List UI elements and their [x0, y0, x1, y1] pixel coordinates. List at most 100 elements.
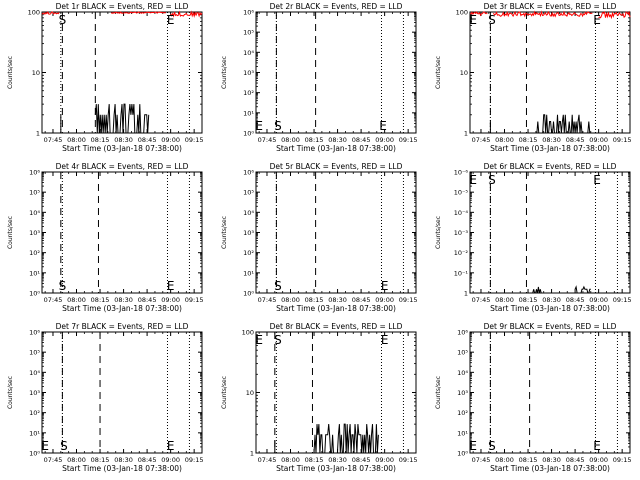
- y-axis-label: Counts/sec: [221, 56, 228, 89]
- x-tick-label: 08:45: [566, 136, 585, 144]
- plot-frame: [41, 331, 203, 454]
- marker-e: E: [593, 13, 601, 27]
- y-tick-label: 10⁴: [243, 49, 254, 57]
- plot-panel-7: Det 7r BLACK = Events, RED = LLD 10⁰ 10¹ 10…: [7, 322, 204, 473]
- x-axis-label: Start Time (03-Jan-18 07:38:00): [490, 144, 610, 153]
- y-tick-label: 10⁵: [243, 29, 254, 37]
- x-tick-label: 08:30: [542, 296, 561, 304]
- marker-s: S: [274, 279, 282, 293]
- x-tick-label: 08:15: [91, 456, 110, 464]
- plot-panel-9: Det 9r BLACK = Events, RED = LLD 10⁰ 10¹ 10…: [435, 322, 632, 473]
- x-tick-label: 09:00: [589, 296, 608, 304]
- plot-frame: [255, 11, 417, 134]
- x-tick-label: 09:15: [185, 456, 204, 464]
- marker-e: E: [255, 333, 263, 347]
- x-tick-label: 09:15: [399, 136, 418, 144]
- x-tick-label: 07:45: [44, 456, 63, 464]
- x-axis-label: Start Time (03-Jan-18 07:38:00): [490, 464, 610, 473]
- y-tick-label: 1: [36, 130, 40, 138]
- series-events: [60, 103, 150, 134]
- x-axis-label: Start Time (03-Jan-18 07:38:00): [276, 464, 396, 473]
- x-tick-label: 08:45: [352, 296, 371, 304]
- y-tick-label: 10⁻³: [454, 229, 469, 237]
- marker-s: S: [488, 13, 496, 27]
- plot-frame: [41, 171, 203, 294]
- marker-s: S: [59, 13, 67, 27]
- x-tick-label: 08:15: [519, 136, 538, 144]
- x-tick-label: 08:30: [114, 296, 133, 304]
- plot-title: Det 3r BLACK = Events, RED = LLD: [484, 2, 617, 11]
- y-tick-label: 10: [460, 69, 468, 77]
- y-tick-label: 100: [28, 9, 40, 17]
- y-tick-label: 10³: [457, 389, 468, 397]
- y-tick-label: 10³: [243, 69, 254, 77]
- plot-title: Det 2r BLACK = Events, RED = LLD: [270, 2, 403, 11]
- x-axis-label: Start Time (03-Jan-18 07:38:00): [62, 144, 182, 153]
- y-tick-label: 10¹: [457, 429, 468, 437]
- x-tick-label: 08:15: [519, 296, 538, 304]
- x-tick-label: 07:45: [258, 456, 277, 464]
- y-tick-label: 10⁰: [243, 130, 254, 138]
- x-axis-label: Start Time (03-Jan-18 07:38:00): [62, 464, 182, 473]
- y-tick-label: 10⁰: [29, 290, 40, 298]
- plot-title: Det 6r BLACK = Events, RED = LLD: [484, 162, 617, 171]
- marker-s: S: [60, 439, 68, 453]
- y-tick-label: 10³: [243, 229, 254, 237]
- y-axis-label: Counts/sec: [221, 376, 228, 409]
- plot-panel-4: Det 4r BLACK = Events, RED = LLD 10⁰ 10¹ 10…: [7, 162, 204, 313]
- y-axis-label: Counts/sec: [7, 376, 14, 409]
- x-tick-label: 09:15: [185, 296, 204, 304]
- y-tick-label: 10⁶: [243, 169, 254, 177]
- x-tick-label: 08:45: [138, 456, 157, 464]
- y-tick-label: 10¹: [29, 269, 40, 277]
- x-tick-label: 09:00: [589, 456, 608, 464]
- series-trace: [598, 10, 631, 20]
- plot-panel-8: Det 8r BLACK = Events, RED = LLD 1 10 100 Co…: [221, 322, 418, 473]
- x-tick-label: 08:30: [328, 456, 347, 464]
- x-tick-label: 08:15: [519, 456, 538, 464]
- y-tick-label: 10⁵: [243, 189, 254, 197]
- plot-frame: [469, 171, 631, 294]
- y-tick-label: 1: [464, 130, 468, 138]
- plot-frame: [255, 331, 417, 454]
- y-tick-label: 10⁵: [457, 349, 468, 357]
- x-tick-label: 08:00: [495, 456, 514, 464]
- marker-s: S: [488, 439, 496, 453]
- y-axis-label: Counts/sec: [7, 216, 14, 249]
- plot-title: Det 5r BLACK = Events, RED = LLD: [270, 162, 403, 171]
- marker-e: E: [469, 13, 477, 27]
- y-tick-label: 10⁵: [29, 349, 40, 357]
- x-tick-label: 08:00: [281, 136, 300, 144]
- x-tick-label: 07:45: [258, 136, 277, 144]
- x-tick-label: 08:15: [305, 296, 324, 304]
- y-tick-label: 10⁻⁵: [454, 189, 469, 197]
- plot-panel-5: Det 5r BLACK = Events, RED = LLD 10⁰ 10¹ 10…: [221, 162, 418, 313]
- x-tick-label: 08:15: [91, 296, 110, 304]
- x-tick-label: 08:45: [138, 136, 157, 144]
- y-tick-label: 10²: [243, 89, 254, 97]
- marker-e: E: [255, 119, 263, 133]
- y-axis-label: Counts/sec: [7, 56, 14, 89]
- y-tick-label: 10¹: [243, 269, 254, 277]
- x-tick-label: 08:15: [91, 136, 110, 144]
- x-tick-label: 09:15: [399, 456, 418, 464]
- series-trace: [170, 10, 203, 18]
- y-tick-label: 10⁵: [29, 189, 40, 197]
- y-tick-label: 10¹: [243, 109, 254, 117]
- x-tick-label: 08:30: [114, 456, 133, 464]
- x-axis-label: Start Time (03-Jan-18 07:38:00): [276, 144, 396, 153]
- marker-s: S: [59, 279, 67, 293]
- y-tick-label: 10: [246, 389, 254, 397]
- y-tick-label: 10⁰: [457, 450, 468, 458]
- y-tick-label: 10: [32, 69, 40, 77]
- series-trace: [535, 114, 591, 134]
- x-tick-label: 08:30: [328, 136, 347, 144]
- series-events: [274, 423, 379, 454]
- x-tick-label: 08:00: [281, 296, 300, 304]
- x-tick-label: 09:15: [399, 296, 418, 304]
- x-tick-label: 08:30: [328, 296, 347, 304]
- y-tick-label: 10⁻¹: [454, 269, 469, 277]
- x-tick-label: 07:45: [472, 456, 491, 464]
- x-tick-label: 07:45: [472, 136, 491, 144]
